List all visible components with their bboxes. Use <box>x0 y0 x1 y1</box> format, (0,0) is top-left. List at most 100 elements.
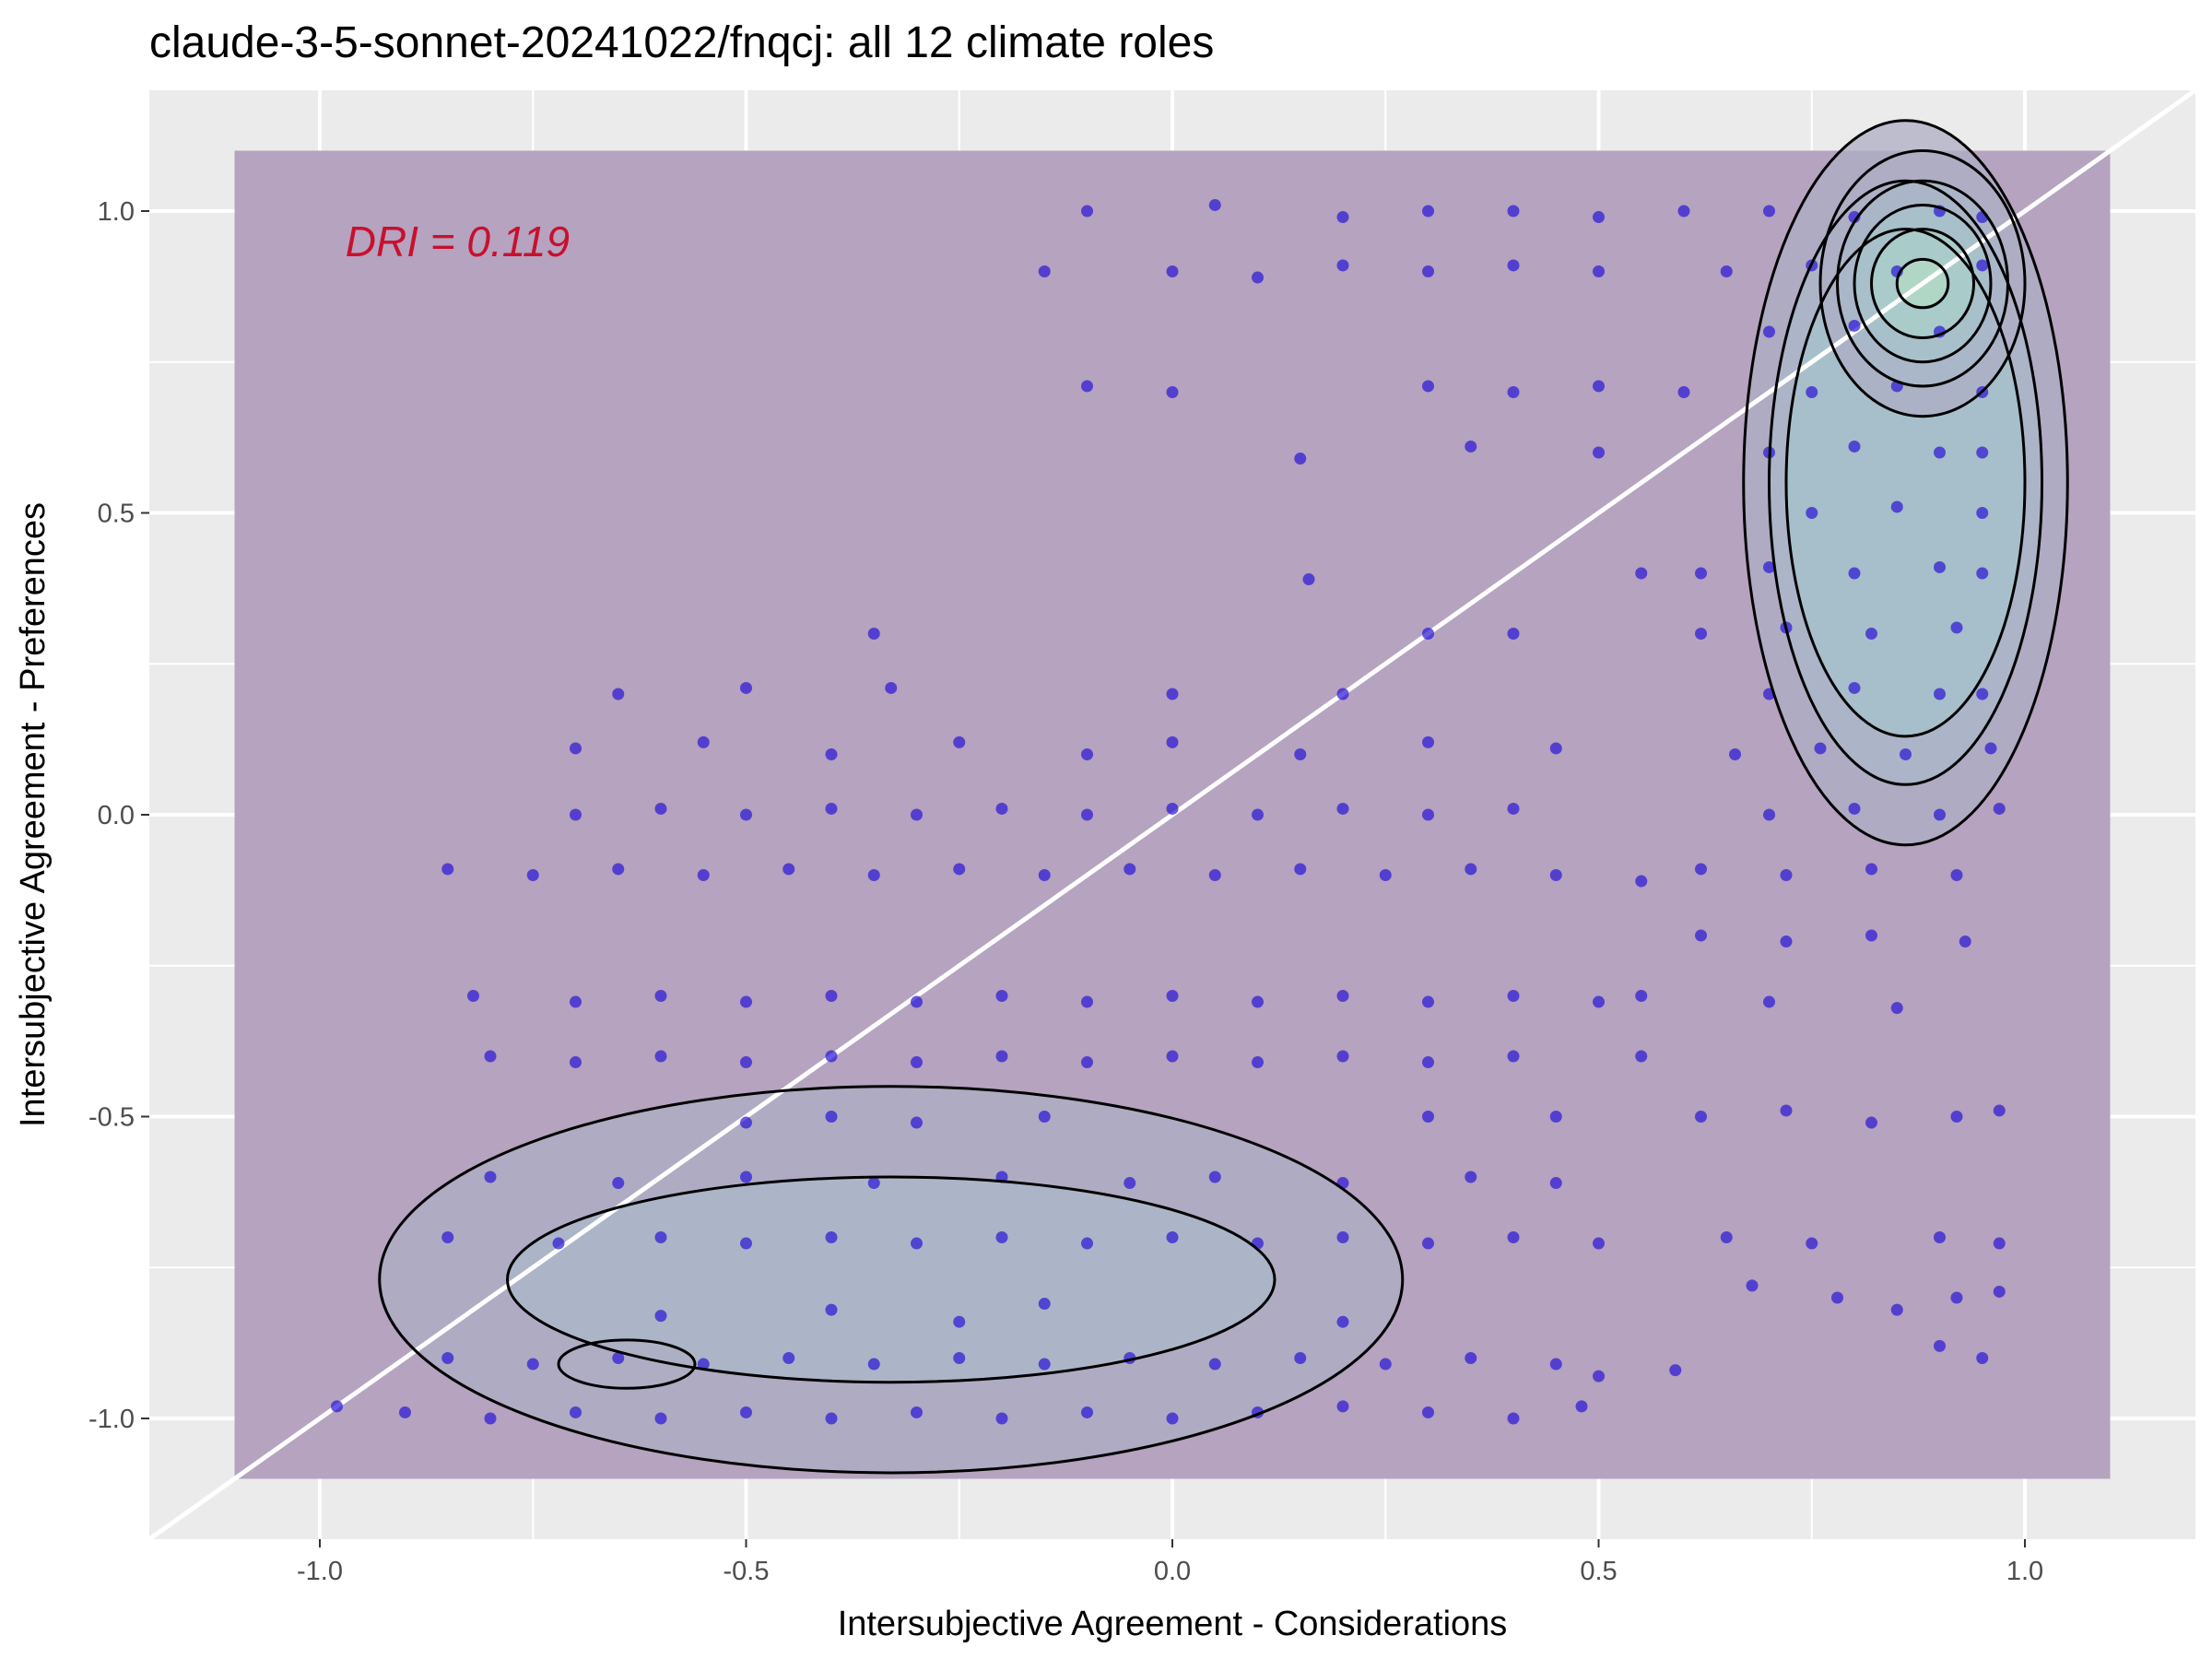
data-points <box>331 198 2006 1425</box>
dri-annotation: DRI = 0.119 <box>346 218 570 265</box>
lower-peak-density-contour-line <box>557 1338 697 1390</box>
y-tick-label: -0.5 <box>88 1103 135 1133</box>
data-point <box>1422 205 1434 218</box>
data-point <box>1593 265 1605 277</box>
data-point <box>953 863 966 876</box>
peak-density-contour-line <box>1870 228 1975 340</box>
x-tick-label: 1.0 <box>2006 1557 2043 1586</box>
data-point <box>1336 1315 1349 1328</box>
data-point <box>1976 1352 1989 1364</box>
data-point <box>740 1056 752 1069</box>
data-point <box>1950 1111 1963 1123</box>
data-point <box>1593 1370 1605 1382</box>
data-point <box>1422 808 1434 821</box>
data-point <box>654 1050 667 1063</box>
data-point <box>399 1406 411 1418</box>
data-point <box>1208 1358 1221 1371</box>
data-point <box>1763 995 1775 1008</box>
lower-density-contour-line <box>506 1175 1277 1384</box>
diagonal-reference-line <box>147 88 2197 1542</box>
data-point <box>612 863 625 876</box>
data-point <box>1336 688 1349 700</box>
data-point <box>1806 386 1818 398</box>
y-axis-ticks: -1.0 -0.5 0.0 0.5 1.0 <box>88 197 149 1434</box>
data-point <box>1763 808 1775 821</box>
data-point <box>1038 1358 1051 1371</box>
data-point <box>740 1406 752 1418</box>
data-point <box>1549 1358 1562 1371</box>
data-point <box>1507 259 1520 272</box>
data-point <box>867 1358 880 1371</box>
data-point <box>1208 198 1221 211</box>
x-tick-label: -0.5 <box>724 1557 770 1586</box>
data-point <box>1976 688 1989 700</box>
data-point <box>1890 1002 1903 1015</box>
data-point <box>1336 1050 1349 1063</box>
data-point <box>1959 935 1971 948</box>
data-point <box>1976 259 1989 272</box>
density-contour-lines <box>378 119 2069 1475</box>
data-point <box>1635 990 1648 1002</box>
data-point <box>825 748 838 760</box>
data-point <box>911 1116 923 1129</box>
data-point <box>1763 205 1775 218</box>
data-point <box>1993 1104 2006 1117</box>
data-point <box>825 1412 838 1425</box>
data-point <box>1507 205 1520 218</box>
data-point <box>654 1231 667 1243</box>
data-point <box>484 1412 497 1425</box>
data-point <box>1081 1406 1093 1418</box>
data-point <box>1848 802 1861 815</box>
data-point <box>1848 440 1861 453</box>
data-point <box>1166 265 1179 277</box>
data-point <box>1465 440 1477 453</box>
data-point <box>1984 742 1997 755</box>
data-point <box>612 688 625 700</box>
upper-density-contour-line <box>1742 119 2069 847</box>
data-point <box>1635 1050 1648 1063</box>
data-point <box>1336 259 1349 272</box>
data-point <box>825 802 838 815</box>
data-point <box>740 1237 752 1250</box>
data-point <box>1993 1285 2006 1298</box>
data-point <box>1934 1339 1946 1352</box>
data-point <box>1208 1171 1221 1183</box>
data-point <box>1993 1237 2006 1250</box>
data-point <box>1950 621 1963 634</box>
data-point <box>1677 386 1690 398</box>
data-point <box>1166 1231 1179 1243</box>
data-point <box>654 1310 667 1323</box>
y-tick-label: 0.5 <box>98 500 135 529</box>
data-point <box>1934 1231 1946 1243</box>
data-point <box>1593 995 1605 1008</box>
data-point <box>953 735 966 748</box>
data-point <box>1593 380 1605 393</box>
data-point <box>570 1406 582 1418</box>
data-point <box>1593 446 1605 459</box>
data-point <box>654 802 667 815</box>
data-point <box>570 742 582 755</box>
data-point <box>1507 1412 1520 1425</box>
data-point <box>1806 1237 1818 1250</box>
data-point <box>1780 935 1793 948</box>
data-point <box>995 1050 1008 1063</box>
data-point <box>1831 1291 1843 1304</box>
data-point <box>1746 1279 1759 1292</box>
data-point <box>995 802 1008 815</box>
data-point <box>1465 1171 1477 1183</box>
data-point <box>1669 1364 1682 1377</box>
data-point <box>654 990 667 1002</box>
data-point <box>1294 453 1307 465</box>
data-point <box>1865 1116 1877 1129</box>
data-point <box>867 1177 880 1190</box>
data-point <box>1865 863 1877 876</box>
data-point <box>1814 742 1827 755</box>
data-point <box>1252 1056 1264 1069</box>
data-point <box>441 1352 454 1364</box>
upper-density-contour-line <box>1784 228 2027 738</box>
data-point <box>825 1111 838 1123</box>
data-point <box>740 1171 752 1183</box>
data-point <box>1950 1291 1963 1304</box>
data-point <box>331 1400 343 1413</box>
data-point <box>697 1358 710 1371</box>
